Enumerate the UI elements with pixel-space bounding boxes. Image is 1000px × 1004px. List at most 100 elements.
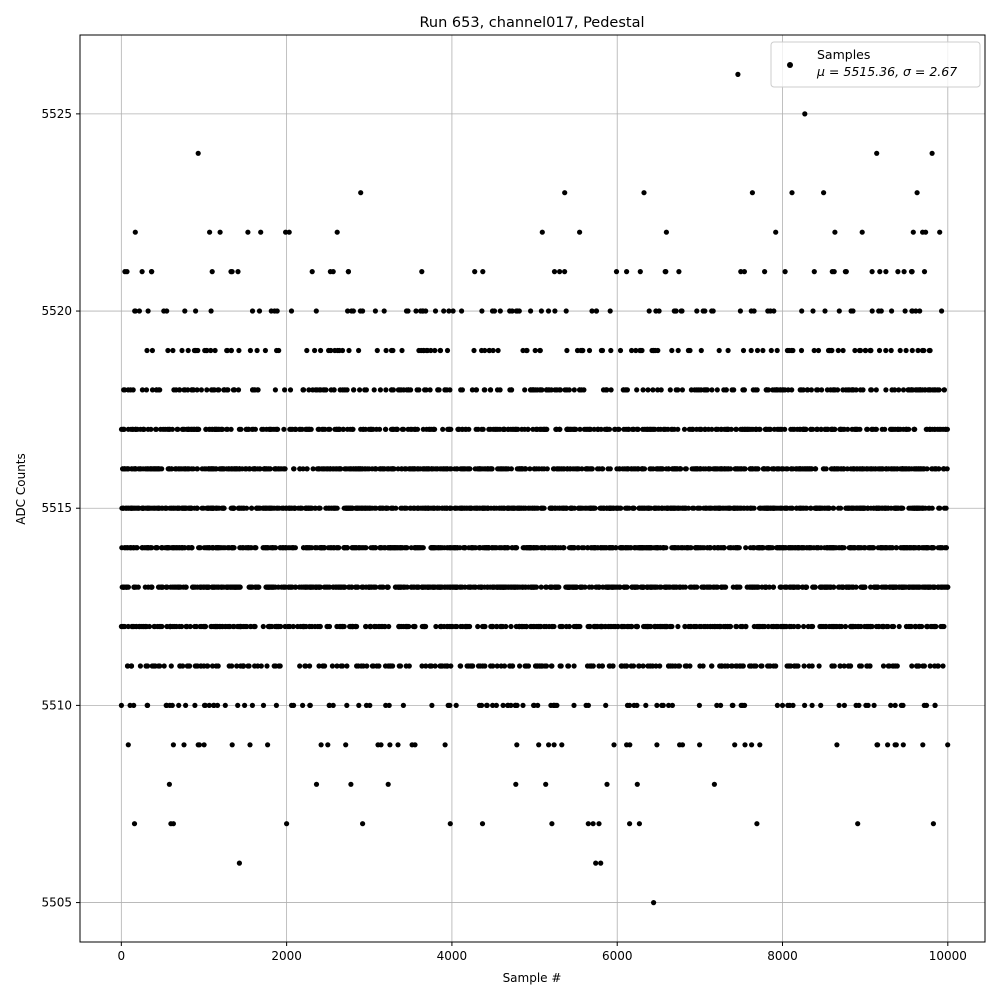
sample-point xyxy=(228,466,234,472)
sample-point xyxy=(245,229,251,235)
sample-point xyxy=(156,505,162,511)
sample-point xyxy=(682,584,689,590)
sample-point xyxy=(787,505,793,511)
sample-point xyxy=(733,466,739,472)
sample-point xyxy=(193,308,199,314)
sample-point xyxy=(136,505,142,511)
sample-point xyxy=(264,663,270,669)
x-axis-label: Sample # xyxy=(503,971,562,985)
sample-point xyxy=(610,663,616,669)
sample-point xyxy=(537,347,543,354)
sample-point xyxy=(211,702,217,709)
sample-point xyxy=(258,663,264,669)
sample-point xyxy=(339,663,346,669)
sample-point xyxy=(454,505,460,511)
sample-point xyxy=(168,663,174,669)
sample-point xyxy=(560,545,566,551)
sample-point xyxy=(788,466,794,472)
sample-point xyxy=(481,545,487,551)
sample-point xyxy=(145,308,151,314)
sample-point xyxy=(883,584,890,590)
sample-point xyxy=(458,466,464,472)
sample-point xyxy=(564,347,570,354)
sample-point xyxy=(678,308,684,314)
sample-point xyxy=(360,308,366,314)
sample-point xyxy=(640,663,646,669)
sample-point xyxy=(395,466,401,472)
sample-point xyxy=(497,426,503,432)
chart-title: Run 653, channel017, Pedestal xyxy=(419,15,644,31)
sample-point xyxy=(896,387,902,393)
sample-point xyxy=(448,663,454,669)
sample-point xyxy=(539,387,545,393)
sample-point xyxy=(629,505,636,511)
sample-point xyxy=(634,584,641,590)
y-tick-label: 5505 xyxy=(41,896,72,910)
sample-point xyxy=(829,269,835,275)
sample-point xyxy=(783,545,789,551)
sample-point xyxy=(821,190,827,196)
sample-point xyxy=(751,308,757,314)
sample-point xyxy=(323,387,329,393)
sample-point xyxy=(281,545,287,551)
sample-point xyxy=(304,466,310,472)
sample-point xyxy=(437,663,443,669)
sample-point xyxy=(219,505,226,511)
sample-point xyxy=(416,466,422,472)
sample-point xyxy=(869,269,875,275)
sample-point xyxy=(307,663,313,669)
sample-point xyxy=(485,584,491,590)
sample-point xyxy=(369,584,375,590)
sample-point xyxy=(764,387,770,393)
sample-point xyxy=(314,387,320,393)
sample-point xyxy=(370,426,376,432)
sample-point xyxy=(671,505,677,511)
sample-point xyxy=(189,466,195,472)
sample-point xyxy=(358,426,364,432)
sample-point xyxy=(655,387,661,393)
sample-point xyxy=(432,308,439,314)
sample-point xyxy=(372,308,378,314)
sample-point xyxy=(486,426,492,432)
sample-point xyxy=(616,466,622,472)
sample-point xyxy=(624,269,630,275)
sample-point xyxy=(158,426,164,432)
sample-point xyxy=(590,663,596,669)
sample-point xyxy=(475,466,481,472)
sample-point xyxy=(511,584,517,590)
sample-point xyxy=(362,545,368,551)
legend-box xyxy=(770,41,981,88)
sample-point xyxy=(238,426,244,432)
sample-point xyxy=(563,308,569,314)
sample-point xyxy=(367,623,373,630)
sample-point xyxy=(673,545,679,551)
sample-point xyxy=(527,623,534,630)
sample-point xyxy=(479,308,485,314)
x-tick-label: 4000 xyxy=(437,949,468,963)
sample-point xyxy=(679,387,686,393)
sample-point xyxy=(732,742,738,748)
sample-point xyxy=(206,584,212,590)
sample-point xyxy=(219,584,225,590)
sample-point xyxy=(204,663,210,669)
sample-point xyxy=(422,623,428,630)
sample-point xyxy=(749,742,755,748)
sample-point xyxy=(548,663,555,669)
sample-point xyxy=(166,781,172,787)
sample-point xyxy=(211,387,217,393)
sample-point xyxy=(432,466,438,472)
sample-point xyxy=(921,269,928,275)
sample-point xyxy=(271,584,277,590)
sample-point xyxy=(442,387,448,393)
sample-point xyxy=(714,702,720,709)
sample-point xyxy=(136,623,142,630)
sample-point xyxy=(742,742,748,748)
sample-point xyxy=(657,545,663,551)
sample-point xyxy=(345,269,351,275)
sample-point xyxy=(655,505,662,511)
sample-point xyxy=(236,860,242,866)
sample-point xyxy=(301,623,308,630)
sample-point xyxy=(476,584,482,590)
sample-point xyxy=(600,505,606,511)
sample-point xyxy=(441,308,447,314)
